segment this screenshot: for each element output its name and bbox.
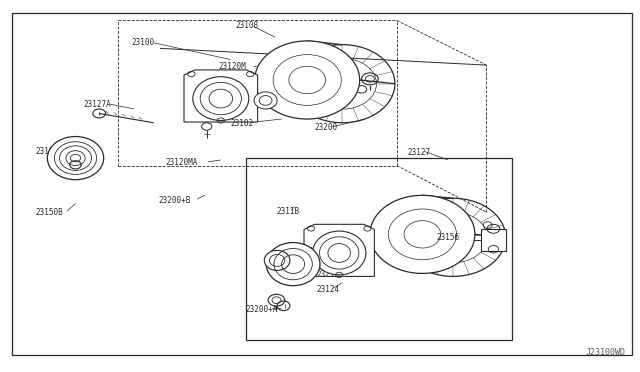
Ellipse shape	[255, 41, 360, 119]
Text: 23127: 23127	[408, 148, 431, 157]
Ellipse shape	[264, 250, 290, 270]
Text: 23100: 23100	[131, 38, 154, 47]
Text: 23150B: 23150B	[35, 208, 63, 217]
Ellipse shape	[254, 92, 277, 109]
Text: 23200+B: 23200+B	[159, 196, 191, 205]
Text: J23100WD: J23100WD	[586, 348, 626, 357]
Ellipse shape	[193, 77, 249, 121]
Text: 23120M: 23120M	[219, 62, 246, 71]
Ellipse shape	[370, 195, 475, 273]
Text: 23108: 23108	[236, 21, 259, 30]
Text: 23120MA: 23120MA	[165, 158, 198, 167]
Text: 23156: 23156	[436, 233, 460, 242]
Text: 23215: 23215	[317, 270, 340, 279]
Polygon shape	[184, 70, 257, 122]
Text: 23200+A: 23200+A	[245, 305, 278, 314]
Polygon shape	[304, 224, 374, 276]
Text: 23102: 23102	[230, 119, 253, 128]
Text: 23150: 23150	[35, 147, 58, 156]
Ellipse shape	[312, 231, 366, 275]
Bar	[246, 158, 512, 340]
Text: 23135M: 23135M	[304, 247, 332, 256]
Text: 23127A: 23127A	[83, 100, 111, 109]
Bar	[481, 229, 506, 251]
Text: 2311B: 2311B	[276, 207, 300, 216]
Ellipse shape	[47, 137, 104, 180]
Text: 23124: 23124	[317, 285, 340, 294]
Text: 23200: 23200	[315, 124, 338, 132]
Ellipse shape	[266, 243, 320, 286]
